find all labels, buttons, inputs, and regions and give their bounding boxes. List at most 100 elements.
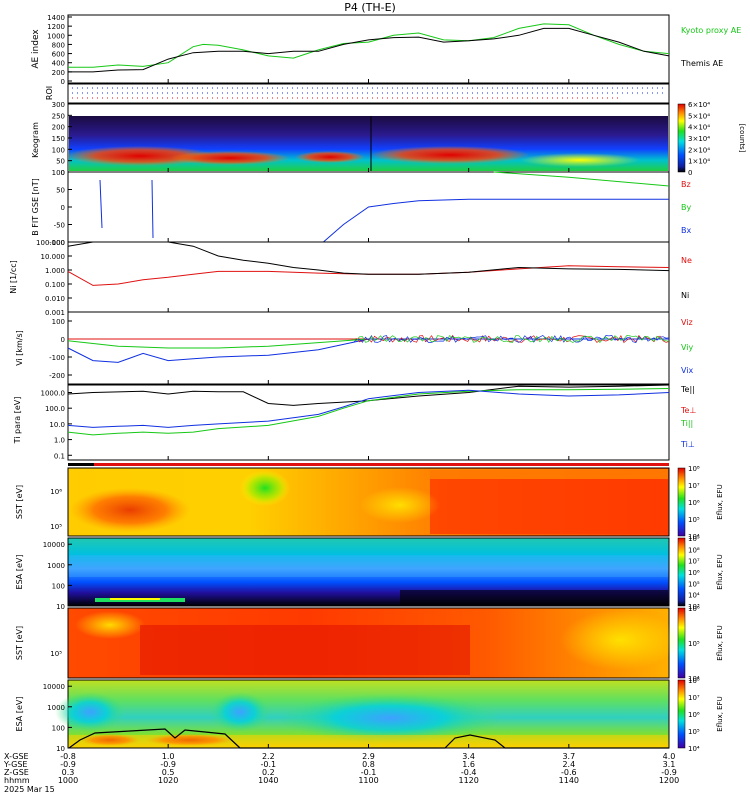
esa-electron-colorbar-tick: 10⁴ — [688, 592, 700, 600]
footer-xtick-value: 4.0 — [663, 752, 676, 761]
ae-series-themis-ae — [68, 27, 670, 73]
ae-ylabel: AE index — [31, 29, 41, 69]
sst-ion-red-core — [140, 625, 470, 675]
ae-ytick-label: 1200 — [47, 23, 65, 31]
legend-themis: Themis AE — [680, 59, 723, 68]
footer-xtick-value: 1100 — [358, 776, 378, 785]
sst-electron-late — [430, 470, 668, 534]
density-panel: Ni [1/cc] 0.001 0.010 0.100 1.000 10.000 100.… — [9, 239, 692, 317]
esa-ion-yellow-base — [69, 735, 668, 747]
esa-ion-colorbar-label: Eflux, EFU — [716, 696, 724, 731]
esa-ion-colorbar — [677, 679, 686, 749]
esa-electron-cyan-band — [69, 555, 668, 577]
footer-xtick-value: -0.8 — [60, 752, 76, 761]
sst-electron-ylabel: SST [eV] — [15, 485, 24, 519]
keogram-ytick-label: 200 — [52, 124, 65, 132]
ae-series-kyoto-proxy-ae — [68, 23, 670, 68]
density-ytick-label: 1.000 — [45, 267, 65, 275]
keogram-ylabel: Keogram — [31, 122, 40, 158]
legend-kyoto: Kyoto proxy AE — [681, 26, 741, 35]
footer-xtick-value: 1120 — [458, 776, 478, 785]
sst-electron-colorbar — [677, 467, 686, 537]
legend-ne: Ne — [681, 256, 692, 265]
esa-electron-colorbar-label: Eflux, EFU — [716, 554, 724, 589]
velocity-ytick-label: 0 — [61, 336, 65, 344]
footer-xtick-value: 1.0 — [162, 752, 175, 761]
footer-xtick-value: -0.9 — [661, 768, 677, 777]
esa-ion-blob-2 — [210, 692, 270, 732]
sst-electron-colorbar-tick: 10⁷ — [688, 482, 700, 490]
footer-z-gse: Z-GSE — [4, 768, 29, 777]
temperature-ytick-label: 1.0 — [54, 437, 65, 445]
ae-ytick-label: 1000 — [47, 32, 65, 40]
temperature-ylabel: Ti para [eV] — [13, 397, 22, 445]
esa-electron-ytick-label: 1000 — [47, 562, 65, 570]
esa-ion-scpot-line — [68, 728, 669, 749]
footer-xtick-value: -0.1 — [261, 760, 277, 769]
density-series-ni — [67, 241, 670, 275]
footer-xtick-value: 1140 — [559, 776, 579, 785]
esa-electron-colorbar-tick: 10⁸ — [688, 546, 700, 554]
sst-electron-colorbar-tick: 10⁴ — [688, 533, 700, 541]
sst-ion-colorbar-tick: 10⁵ — [688, 640, 700, 648]
keogram-panel: Keogram 0 50 100 150 200 250 300 0 1×10⁴ 2×10⁴ 3×… — [31, 101, 746, 177]
esa-electron-colorbar-tick: 10³ — [688, 603, 700, 611]
temperature-series-te- — [67, 384, 670, 406]
esa-electron-panel: ESA [eV] 10 100 1000 10000 10³ 10⁴ 10⁵ 10⁶ 10⁷ 1… — [15, 535, 724, 611]
legend-te-perp: Te⊥ — [680, 406, 696, 415]
temperature-series-ti- — [67, 389, 670, 428]
legend-bz: Bz — [681, 180, 691, 189]
keogram-colorbar-tick: 6×10⁴ — [688, 101, 710, 109]
bfield-ytick-label: -100 — [49, 239, 65, 247]
legend-bx: Bx — [681, 226, 691, 235]
ae-ytick-label: 800 — [52, 41, 65, 49]
sst-ion-ylabel: SST [eV] — [15, 626, 24, 660]
sst-ion-colorbar-label: Eflux, EFU — [716, 625, 724, 660]
legend-ti-perp: Ti⊥ — [680, 440, 695, 449]
legend-viz: Viz — [681, 318, 693, 327]
esa-ion-ylabel: ESA [eV] — [15, 697, 24, 732]
esa-electron-colorbar-tick: 10⁵ — [688, 580, 700, 588]
keogram-colorbar-tick: 1×10⁴ — [688, 158, 710, 166]
footer-xtick-value: 0.5 — [162, 768, 175, 777]
esa-ion-blob-3 — [280, 693, 500, 743]
keogram-colorbar — [677, 103, 686, 173]
temperature-ytick-label: 1000.0 — [41, 389, 66, 397]
sst-ion-blob-2 — [560, 610, 680, 670]
velocity-ytick-label: -200 — [49, 372, 65, 380]
keogram-colorbar-tick: 0 — [688, 169, 692, 177]
density-ytick-label: 0.001 — [45, 309, 65, 317]
keogram-ytick-label: 150 — [52, 135, 65, 143]
esa-electron-ylabel: ESA [eV] — [15, 555, 24, 590]
keogram-band-2 — [170, 151, 290, 165]
sst-electron-colorbar-tick: 10⁶ — [688, 499, 700, 507]
sst-ion-panel: SST [eV] 10⁵ 10⁴ 10⁵ 10⁶ Eflux, EFU — [15, 605, 724, 683]
sst-electron-blob-3 — [360, 487, 440, 523]
esa-ion-blob-1 — [55, 692, 125, 732]
flag-bar-red — [68, 463, 669, 466]
sst-ion-ytick-1: 10⁵ — [50, 650, 62, 658]
legend-vix: Vix — [681, 366, 694, 375]
footer-xtick-value: 1020 — [158, 776, 178, 785]
legend-viy: Viy — [681, 343, 694, 352]
density-ylabel: Ni [1/cc] — [9, 260, 18, 294]
bfield-series-by — [493, 171, 670, 187]
footer-xtick-value: 0.2 — [262, 768, 275, 777]
bfield-series-bx — [323, 198, 669, 243]
sst-ion-colorbar — [677, 607, 686, 679]
ae-ytick-label: 1400 — [47, 14, 65, 22]
esa-ion-ytick-label: 10000 — [43, 683, 65, 691]
density-ytick-label: 10.000 — [41, 253, 66, 261]
legend-te-par: Te|| — [680, 385, 695, 394]
bfield-ytick-label: 100 — [52, 169, 65, 177]
footer-xtick-value: 1000 — [58, 776, 78, 785]
flag-bar-black — [68, 463, 94, 466]
footer-xtick-value: -0.9 — [160, 760, 176, 769]
footer-xtick-value: 0.3 — [62, 768, 75, 777]
velocity-noise-vix — [353, 334, 670, 344]
footer-xtick-value: 1200 — [659, 776, 679, 785]
sst-electron-colorbar-tick: 10⁵ — [688, 516, 700, 524]
